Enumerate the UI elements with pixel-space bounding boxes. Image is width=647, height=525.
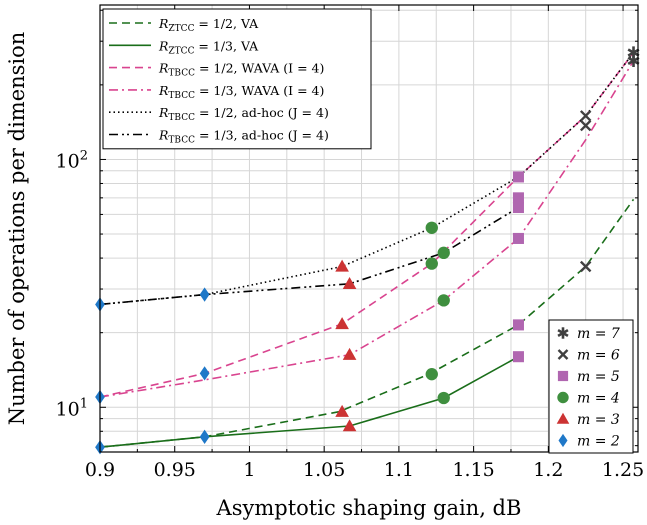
data-point-m-2 [199, 287, 210, 302]
legend-label: RZTCC = 1/2, VA [158, 16, 259, 34]
data-point-m-6 [579, 110, 592, 122]
data-point-m-6 [579, 260, 592, 273]
cross-stroke [557, 349, 569, 360]
series-line-6 [99, 206, 519, 306]
data-point-m-7 [627, 54, 640, 68]
asterisk-stroke [627, 56, 640, 66]
legend-label: RTBCC = 1/2, WAVA (I = 4) [158, 61, 324, 79]
data-point-m-3 [335, 317, 349, 330]
asterisk-stroke [557, 329, 569, 337]
y-tick-label: 101 [56, 396, 88, 420]
data-point-m-5 [512, 319, 524, 331]
x-tick-label: 0.95 [154, 459, 196, 481]
x-tick-label: 0.9 [85, 459, 115, 481]
legend-label: RTBCC = 1/2, ad-hoc (J = 4) [158, 105, 329, 123]
x-axis-title: Asymptotic shaping gain, dB [216, 496, 522, 520]
y-tick-label: 102 [56, 148, 88, 172]
x-tick-label: 1.05 [303, 459, 345, 481]
asterisk-stroke [627, 48, 640, 57]
data-point-m-3 [335, 404, 349, 417]
ticks: 0.9 0.95 1 1.05 1.1 1.15 1.2 1.25 101 102 [56, 5, 644, 481]
data-point-m-4 [437, 391, 450, 405]
x-tick-label: 1.2 [533, 459, 563, 481]
legend-label: RTBCC = 1/3, WAVA (I = 4) [158, 83, 324, 101]
legend-label: RZTCC = 1/3, VA [158, 38, 259, 56]
marker-legend-label: m = 6 [577, 348, 620, 364]
x-tick-label: 1.1 [384, 459, 414, 481]
marker-legend-label: m = 4 [577, 391, 620, 407]
data-point-m-5 [512, 192, 524, 204]
data-point-m-5 [512, 201, 524, 214]
marker-legend-label: m = 5 [577, 369, 620, 385]
data-point-m-2 [199, 366, 210, 381]
data-point-m-3 [335, 259, 349, 272]
data-point-m-4 [425, 221, 438, 234]
legend-box [102, 8, 372, 150]
cross-stroke [579, 110, 592, 122]
marker-legend-label: m = 7 [577, 326, 620, 342]
data-point-m-4 [437, 246, 450, 259]
data-point-m-5 [512, 232, 524, 244]
data-markers [95, 46, 640, 455]
marker-legend: m = 7 m = 6 m = 5 m = 4 m = 3 m = 2 [548, 319, 634, 454]
data-point-m-4 [425, 368, 438, 381]
legend-label: RTBCC = 1/3, ad-hoc (J = 4) [158, 128, 329, 146]
x-tick-label: 1.15 [452, 459, 494, 481]
x-tick-label: 1.25 [602, 459, 644, 481]
cross-stroke [579, 260, 592, 273]
cross-stroke [579, 119, 592, 132]
x-tick-label: 1 [243, 459, 255, 481]
legend-marker [557, 391, 569, 404]
data-point-m-4 [437, 294, 450, 307]
legend-marker [557, 327, 569, 339]
y-axis-title: Number of operations per dimension [5, 32, 29, 426]
legend-marker [558, 433, 568, 448]
data-point-m-3 [342, 276, 357, 289]
data-point-m-4 [425, 257, 438, 270]
legend: RZTCC = 1/2, VA RZTCC = 1/3, VA RTBCC = 1/… [102, 8, 372, 150]
legend-marker [557, 370, 569, 382]
marker-legend-label: m = 3 [577, 412, 620, 428]
marker-legend-box [548, 319, 634, 454]
data-point-m-3 [342, 419, 357, 432]
data-point-m-5 [512, 171, 524, 183]
legend-marker [557, 349, 569, 360]
legend-marker [556, 412, 570, 424]
plot-frame [99, 4, 639, 453]
data-point-m-2 [199, 429, 210, 444]
data-point-m-3 [342, 347, 357, 360]
data-point-m-6 [579, 119, 592, 132]
data-point-m-5 [512, 351, 524, 363]
marker-legend-label: m = 2 [577, 434, 620, 450]
